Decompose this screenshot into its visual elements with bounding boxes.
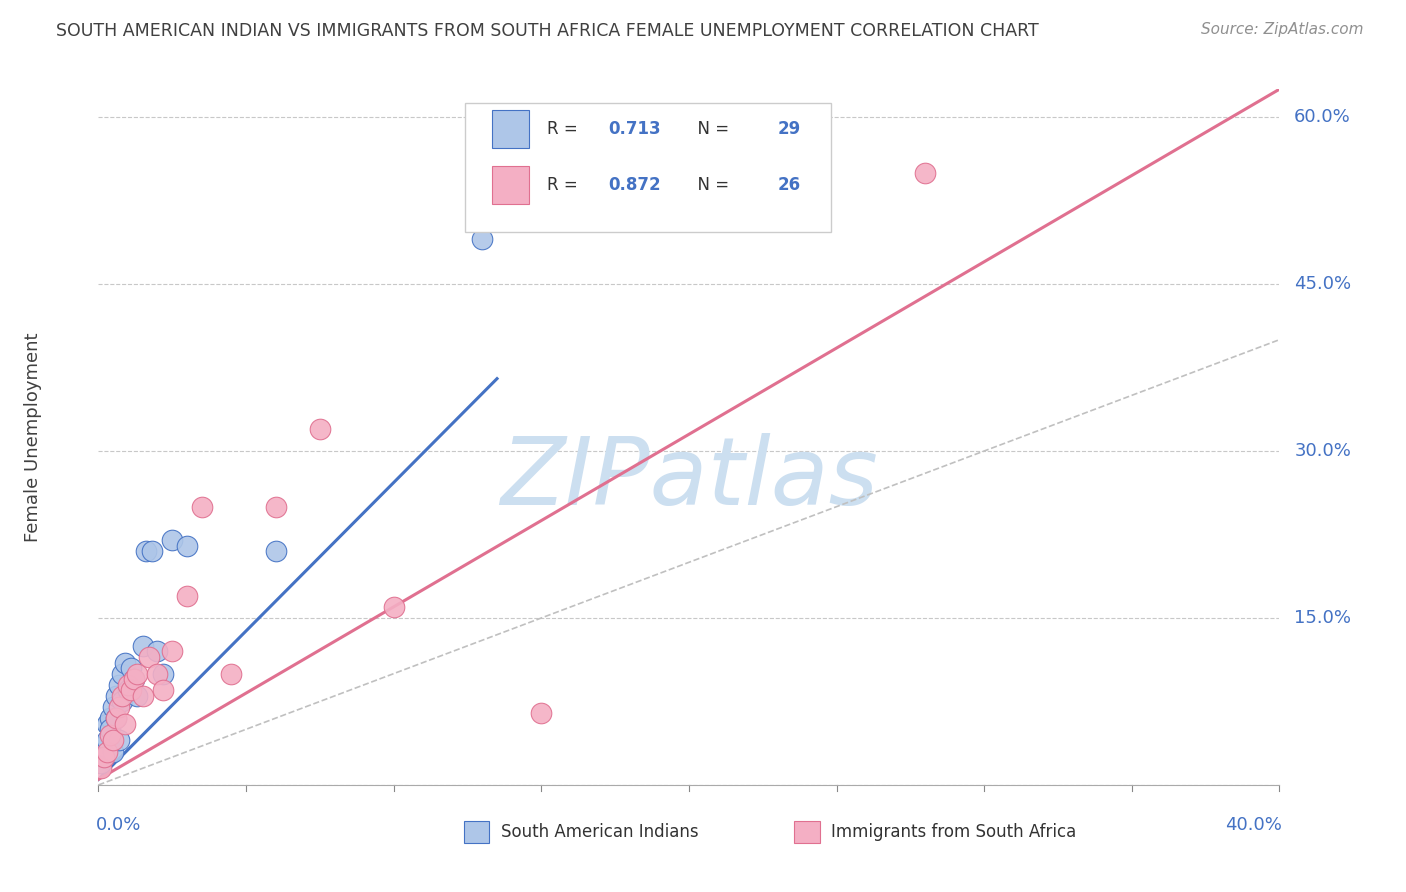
Point — [103, 700, 125, 714]
Point — [111, 689, 134, 703]
Point — [108, 678, 131, 692]
Point — [152, 683, 174, 698]
Point — [132, 689, 155, 703]
Point — [103, 733, 125, 747]
Point — [111, 694, 134, 708]
Point — [162, 644, 183, 658]
Text: R =: R = — [547, 120, 583, 138]
Point — [176, 539, 198, 553]
Point — [125, 689, 148, 703]
Point — [530, 706, 553, 720]
Point — [96, 733, 118, 747]
Point — [120, 683, 142, 698]
Point — [382, 599, 405, 614]
Point — [122, 672, 145, 686]
Point — [93, 750, 115, 764]
Point — [120, 661, 142, 675]
Text: 15.0%: 15.0% — [1294, 609, 1351, 627]
Text: South American Indians: South American Indians — [501, 822, 699, 841]
Point — [152, 666, 174, 681]
Text: 0.713: 0.713 — [609, 120, 661, 138]
Text: N =: N = — [686, 176, 734, 194]
Text: SOUTH AMERICAN INDIAN VS IMMIGRANTS FROM SOUTH AFRICA FEMALE UNEMPLOYMENT CORREL: SOUTH AMERICAN INDIAN VS IMMIGRANTS FROM… — [56, 22, 1039, 40]
Point — [146, 666, 169, 681]
Point — [914, 166, 936, 180]
Point — [98, 728, 121, 742]
Point — [96, 745, 118, 759]
Point — [108, 700, 131, 714]
Point — [103, 745, 125, 759]
Point — [98, 723, 121, 737]
Text: 30.0%: 30.0% — [1294, 442, 1351, 460]
Point — [114, 656, 136, 670]
Point — [122, 672, 145, 686]
Point — [111, 666, 134, 681]
Point — [138, 649, 160, 664]
Point — [98, 711, 121, 725]
Text: ZIPatlas: ZIPatlas — [501, 434, 877, 524]
Text: 60.0%: 60.0% — [1294, 108, 1351, 126]
Point — [90, 756, 112, 770]
Text: 45.0%: 45.0% — [1294, 275, 1351, 293]
Point — [105, 711, 128, 725]
Point — [176, 589, 198, 603]
Point — [105, 689, 128, 703]
Point — [93, 750, 115, 764]
Point — [219, 666, 242, 681]
Point — [108, 733, 131, 747]
Text: 40.0%: 40.0% — [1226, 816, 1282, 834]
Point — [117, 683, 139, 698]
Text: Female Unemployment: Female Unemployment — [24, 333, 42, 541]
Point — [146, 644, 169, 658]
FancyBboxPatch shape — [492, 166, 530, 204]
Point — [114, 716, 136, 731]
Text: 29: 29 — [778, 120, 801, 138]
Point — [162, 533, 183, 547]
Point — [191, 500, 214, 514]
Point — [471, 232, 494, 246]
Point — [90, 761, 112, 775]
Point — [117, 678, 139, 692]
Text: N =: N = — [686, 120, 734, 138]
FancyBboxPatch shape — [492, 110, 530, 148]
Point — [96, 716, 118, 731]
Point — [264, 500, 287, 514]
Text: 26: 26 — [778, 176, 800, 194]
Point — [93, 739, 115, 753]
Text: Source: ZipAtlas.com: Source: ZipAtlas.com — [1201, 22, 1364, 37]
Point — [105, 711, 128, 725]
Text: 0.872: 0.872 — [609, 176, 661, 194]
Text: Immigrants from South Africa: Immigrants from South Africa — [831, 822, 1076, 841]
Point — [135, 544, 157, 558]
Point — [132, 639, 155, 653]
FancyBboxPatch shape — [464, 103, 831, 232]
Text: R =: R = — [547, 176, 583, 194]
Text: 0.0%: 0.0% — [96, 816, 141, 834]
Point — [141, 544, 163, 558]
Point — [264, 544, 287, 558]
Point — [125, 666, 148, 681]
Point — [309, 422, 332, 436]
